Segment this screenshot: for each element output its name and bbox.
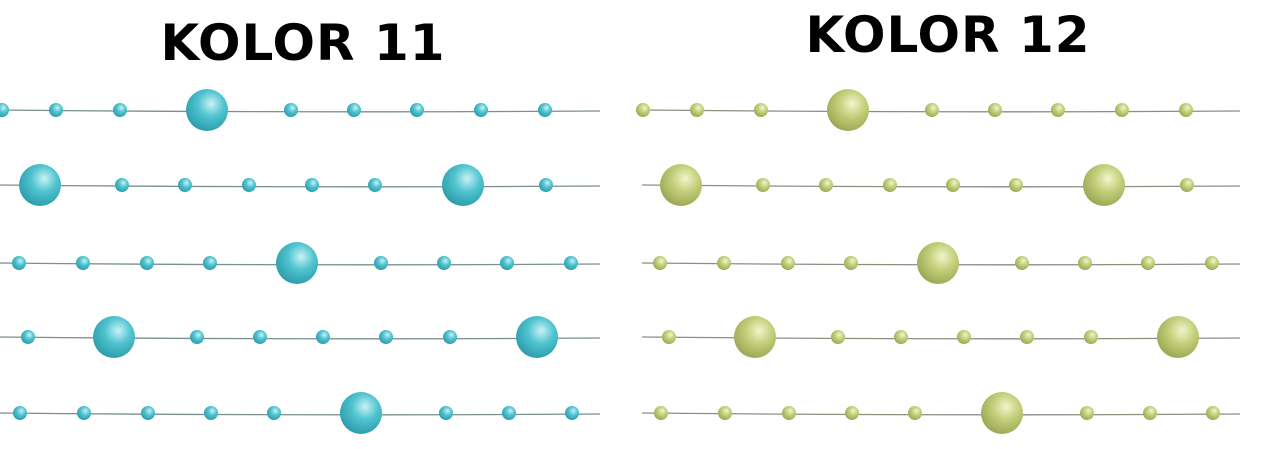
small-pearl bbox=[21, 330, 35, 344]
small-pearl bbox=[190, 330, 204, 344]
small-pearl bbox=[267, 406, 281, 420]
small-pearl bbox=[347, 103, 361, 117]
small-pearl bbox=[474, 103, 488, 117]
color-12-title: KOLOR 12 bbox=[805, 6, 1091, 64]
small-pearl bbox=[756, 178, 770, 192]
small-pearl bbox=[845, 406, 859, 420]
small-pearl bbox=[316, 330, 330, 344]
small-pearl bbox=[538, 103, 552, 117]
large-pearl bbox=[660, 164, 702, 206]
small-pearl bbox=[115, 178, 129, 192]
large-pearl bbox=[19, 164, 61, 206]
large-pearl bbox=[186, 89, 228, 131]
small-pearl bbox=[305, 178, 319, 192]
small-pearl bbox=[1009, 178, 1023, 192]
small-pearl bbox=[925, 103, 939, 117]
large-pearl bbox=[1083, 164, 1125, 206]
small-pearl bbox=[988, 103, 1002, 117]
small-pearl bbox=[653, 256, 667, 270]
garland-wire bbox=[0, 336, 601, 340]
small-pearl bbox=[1180, 178, 1194, 192]
small-pearl bbox=[374, 256, 388, 270]
small-pearl bbox=[410, 103, 424, 117]
large-pearl bbox=[981, 392, 1023, 434]
small-pearl bbox=[49, 103, 63, 117]
small-pearl bbox=[1015, 256, 1029, 270]
small-pearl bbox=[1084, 330, 1098, 344]
small-pearl bbox=[1115, 103, 1129, 117]
small-pearl bbox=[539, 178, 553, 192]
small-pearl bbox=[908, 406, 922, 420]
small-pearl bbox=[178, 178, 192, 192]
garland-wire bbox=[0, 184, 601, 188]
large-pearl bbox=[276, 242, 318, 284]
small-pearl bbox=[844, 256, 858, 270]
small-pearl bbox=[1078, 256, 1092, 270]
garland-wire bbox=[641, 109, 1241, 113]
small-pearl bbox=[654, 406, 668, 420]
small-pearl bbox=[379, 330, 393, 344]
garland-wire bbox=[0, 109, 601, 113]
small-pearl bbox=[439, 406, 453, 420]
small-pearl bbox=[564, 256, 578, 270]
small-pearl bbox=[76, 256, 90, 270]
small-pearl bbox=[13, 406, 27, 420]
small-pearl bbox=[781, 256, 795, 270]
large-pearl bbox=[827, 89, 869, 131]
large-pearl bbox=[734, 316, 776, 358]
small-pearl bbox=[946, 178, 960, 192]
large-pearl bbox=[917, 242, 959, 284]
small-pearl bbox=[0, 103, 9, 117]
small-pearl bbox=[662, 330, 676, 344]
small-pearl bbox=[1080, 406, 1094, 420]
small-pearl bbox=[883, 178, 897, 192]
large-pearl bbox=[516, 316, 558, 358]
small-pearl bbox=[831, 330, 845, 344]
large-pearl bbox=[1157, 316, 1199, 358]
small-pearl bbox=[690, 103, 704, 117]
small-pearl bbox=[819, 178, 833, 192]
small-pearl bbox=[1205, 256, 1219, 270]
small-pearl bbox=[443, 330, 457, 344]
small-pearl bbox=[894, 330, 908, 344]
small-pearl bbox=[437, 256, 451, 270]
small-pearl bbox=[77, 406, 91, 420]
small-pearl bbox=[140, 256, 154, 270]
small-pearl bbox=[717, 256, 731, 270]
small-pearl bbox=[1143, 406, 1157, 420]
small-pearl bbox=[718, 406, 732, 420]
small-pearl bbox=[113, 103, 127, 117]
small-pearl bbox=[754, 103, 768, 117]
large-pearl bbox=[442, 164, 484, 206]
large-pearl bbox=[93, 316, 135, 358]
small-pearl bbox=[141, 406, 155, 420]
small-pearl bbox=[12, 256, 26, 270]
color-11-title: KOLOR 11 bbox=[160, 14, 446, 72]
small-pearl bbox=[782, 406, 796, 420]
small-pearl bbox=[1020, 330, 1034, 344]
small-pearl bbox=[242, 178, 256, 192]
small-pearl bbox=[636, 103, 650, 117]
small-pearl bbox=[253, 330, 267, 344]
small-pearl bbox=[204, 406, 218, 420]
small-pearl bbox=[565, 406, 579, 420]
small-pearl bbox=[500, 256, 514, 270]
small-pearl bbox=[502, 406, 516, 420]
small-pearl bbox=[1179, 103, 1193, 117]
large-pearl bbox=[340, 392, 382, 434]
garland-wire bbox=[641, 184, 1241, 188]
small-pearl bbox=[957, 330, 971, 344]
small-pearl bbox=[368, 178, 382, 192]
small-pearl bbox=[203, 256, 217, 270]
small-pearl bbox=[1141, 256, 1155, 270]
small-pearl bbox=[284, 103, 298, 117]
small-pearl bbox=[1206, 406, 1220, 420]
small-pearl bbox=[1051, 103, 1065, 117]
garland-wire bbox=[641, 336, 1241, 340]
